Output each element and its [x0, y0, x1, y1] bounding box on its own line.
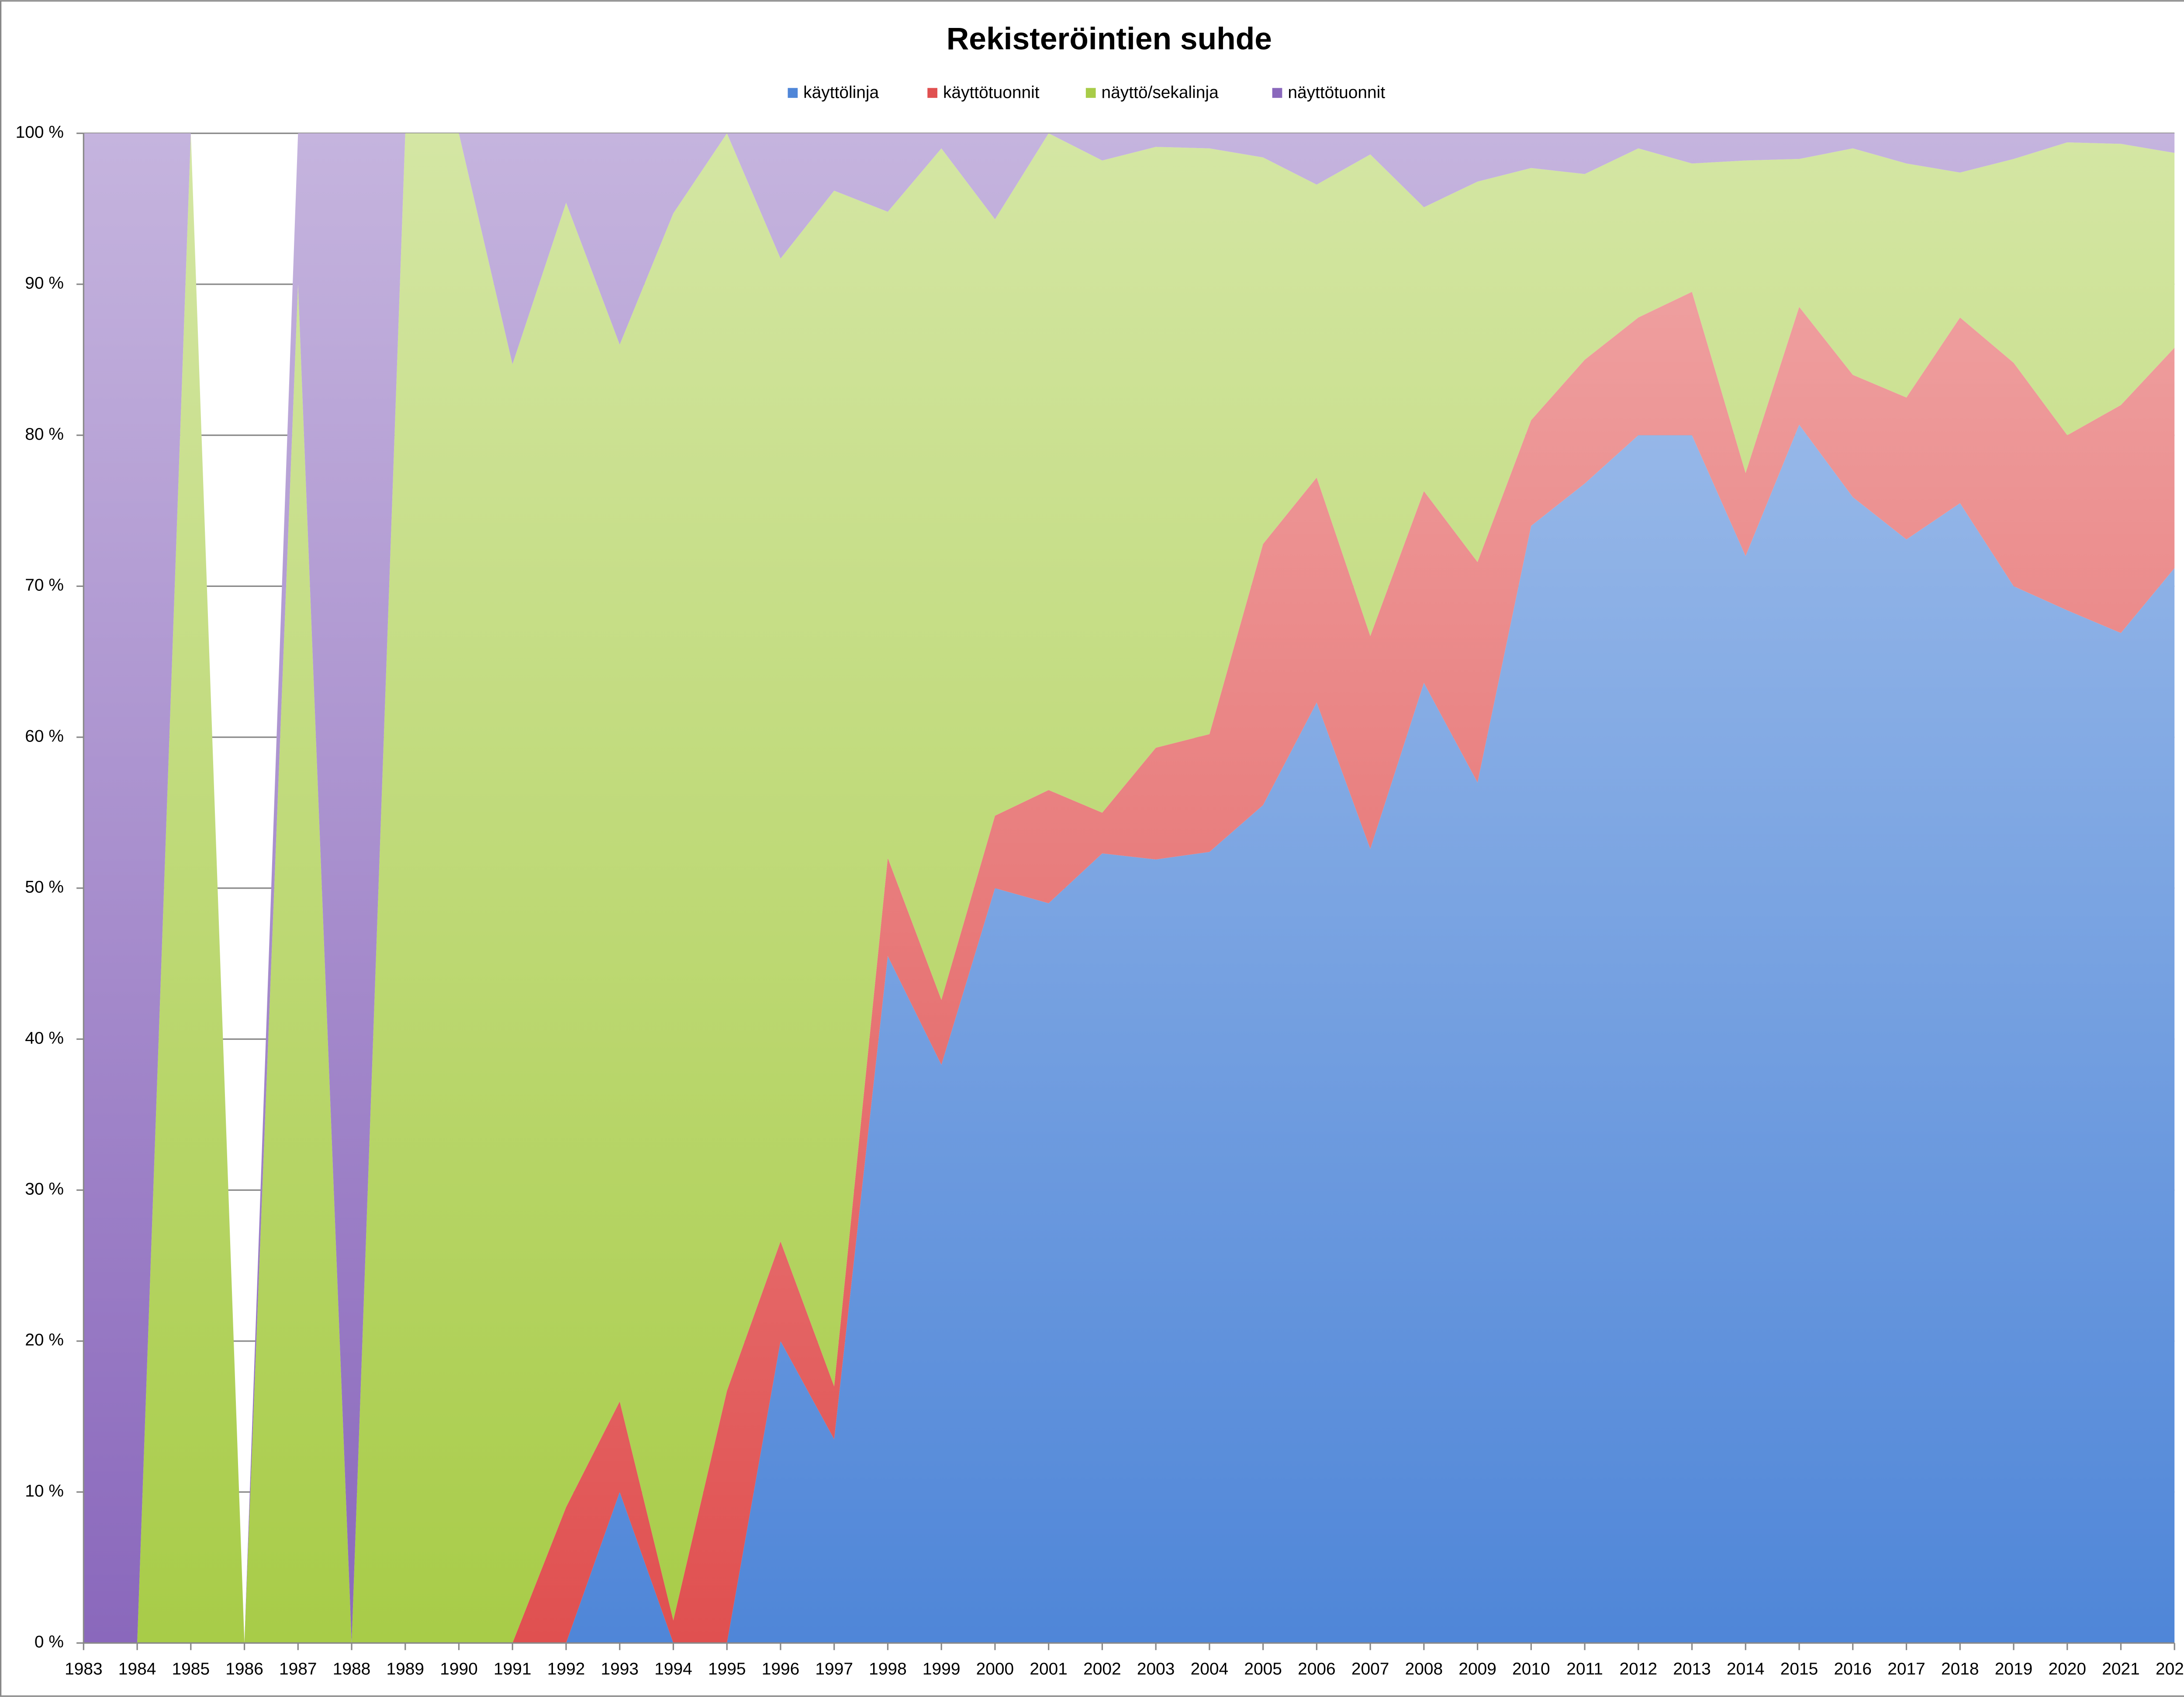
- y-tick-label: 50 %: [25, 878, 64, 897]
- legend-swatch: [927, 88, 937, 98]
- x-tick-label: 2008: [1405, 1659, 1443, 1678]
- x-tick-label: 1998: [869, 1659, 907, 1678]
- x-tick-label: 1990: [440, 1659, 478, 1678]
- x-tick-label: 1992: [547, 1659, 585, 1678]
- x-tick-label: 1999: [923, 1659, 961, 1678]
- area: [83, 424, 2175, 1643]
- x-tick-label: 1988: [333, 1659, 371, 1678]
- x-tick-label: 2013: [1673, 1659, 1711, 1678]
- x-tick-label: 2006: [1298, 1659, 1336, 1678]
- area: [83, 133, 2175, 1643]
- x-tick-label: 2010: [1512, 1659, 1550, 1678]
- x-tick-label: 1991: [494, 1659, 532, 1678]
- x-tick-label: 1994: [654, 1659, 692, 1678]
- x-tick-label: 1997: [815, 1659, 853, 1678]
- y-tick-label: 90 %: [25, 274, 64, 293]
- x-tick-label: 2021: [2102, 1659, 2140, 1678]
- x-tick-label: 2011: [1566, 1659, 1603, 1678]
- x-tick-label: 2016: [1834, 1659, 1872, 1678]
- x-tick-label: 1995: [708, 1659, 746, 1678]
- x-tick-label: 2001: [1030, 1659, 1068, 1678]
- x-tick-label: 2020: [2048, 1659, 2086, 1678]
- x-tick-label: 1996: [762, 1659, 800, 1678]
- y-tick-label: 40 %: [25, 1029, 64, 1048]
- x-tick-label: 2000: [976, 1659, 1014, 1678]
- x-tick-label: 2009: [1458, 1659, 1496, 1678]
- area: [83, 133, 2175, 1643]
- x-tick-label: 2022: [2156, 1659, 2184, 1678]
- x-tick-label: 1985: [172, 1659, 210, 1678]
- y-tick-label: 100 %: [16, 123, 64, 141]
- x-tick-label: 2005: [1244, 1659, 1282, 1678]
- y-tick-label: 70 %: [25, 576, 64, 595]
- x-tick-label: 2019: [1995, 1659, 2033, 1678]
- x-tick-label: 1993: [601, 1659, 639, 1678]
- x-tick-label: 1989: [387, 1659, 425, 1678]
- x-tick-label: 2015: [1780, 1659, 1818, 1678]
- x-tick-label: 1986: [225, 1659, 263, 1678]
- legend-swatch: [1085, 88, 1096, 98]
- x-tick-label: 2014: [1727, 1659, 1765, 1678]
- x-tick-label: 1984: [118, 1659, 156, 1678]
- legend-label: näyttötuonnit: [1288, 83, 1385, 102]
- x-tick-label: 2017: [1887, 1659, 1925, 1678]
- x-tick-label: 2012: [1620, 1659, 1658, 1678]
- x-tick-label: 1983: [65, 1659, 103, 1678]
- legend-swatch: [1272, 88, 1282, 98]
- x-tick-label: 2007: [1351, 1659, 1389, 1678]
- x-tick-label: 1987: [279, 1659, 317, 1678]
- y-tick-label: 30 %: [25, 1180, 64, 1199]
- legend-label: käyttölinja: [803, 83, 879, 102]
- y-tick-label: 20 %: [25, 1331, 64, 1349]
- area: [83, 292, 2175, 1643]
- y-tick-label: 10 %: [25, 1482, 64, 1500]
- x-tick-label: 2002: [1083, 1659, 1121, 1678]
- chart-title: Rekisteröintien suhde: [947, 21, 1272, 56]
- y-tick-label: 80 %: [25, 425, 64, 444]
- y-tick-label: 0 %: [35, 1633, 64, 1652]
- legend-label: näyttö/sekalinja: [1102, 83, 1219, 102]
- x-tick-label: 2004: [1191, 1659, 1229, 1678]
- x-tick-label: 2018: [1941, 1659, 1979, 1678]
- y-tick-label: 60 %: [25, 727, 64, 745]
- legend-swatch: [788, 88, 798, 98]
- legend-label: käyttötuonnit: [943, 83, 1040, 102]
- x-tick-label: 2003: [1137, 1659, 1175, 1678]
